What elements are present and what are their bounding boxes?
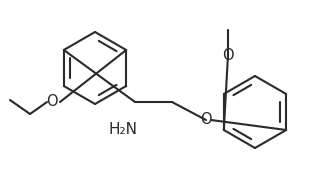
Text: O: O bbox=[222, 48, 234, 62]
Text: O: O bbox=[200, 112, 212, 127]
Text: H₂N: H₂N bbox=[109, 123, 137, 138]
Text: O: O bbox=[46, 94, 58, 109]
